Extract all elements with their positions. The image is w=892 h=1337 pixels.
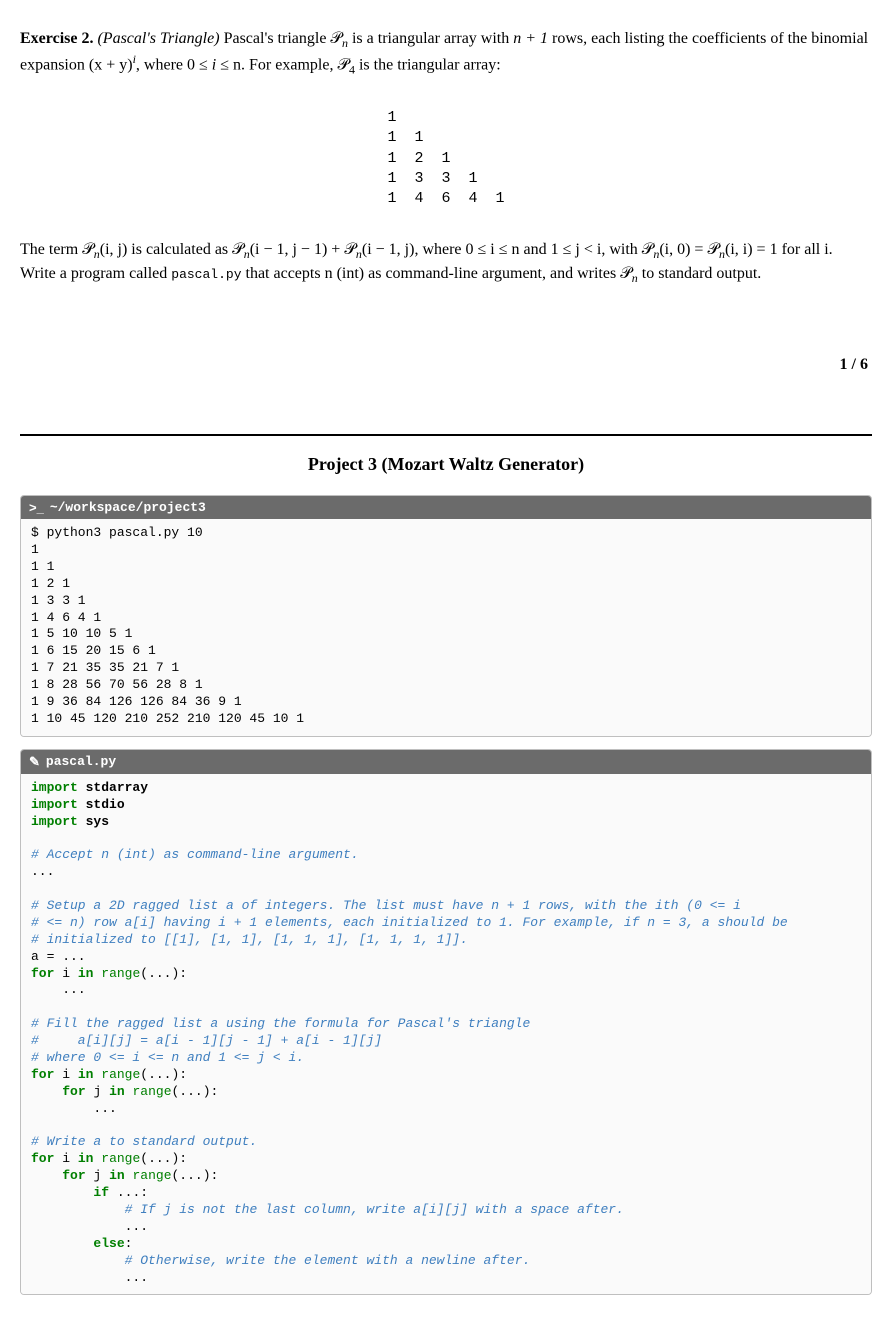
section-divider bbox=[20, 434, 872, 436]
terminal-icon: >_ bbox=[29, 500, 44, 515]
terminal-output: $ python3 pascal.py 10 1 1 1 1 2 1 1 3 3… bbox=[21, 519, 871, 736]
exercise-heading: Exercise 2. (Pascal's Triangle) Pascal's… bbox=[20, 28, 872, 78]
recurrence-paragraph: The term 𝒫n(i, j) is calculated as 𝒫n(i … bbox=[20, 239, 872, 286]
project-title: Project 3 (Mozart Waltz Generator) bbox=[20, 454, 872, 475]
editor-panel: ✎ pascal.py import stdarray import stdio… bbox=[20, 749, 872, 1296]
terminal-panel: >_ ~/workspace/project3 $ python3 pascal… bbox=[20, 495, 872, 737]
exercise-name: (Pascal's Triangle) bbox=[97, 30, 219, 47]
editor-title: pascal.py bbox=[46, 754, 116, 769]
editor-header: ✎ pascal.py bbox=[21, 750, 871, 774]
pascal-triangle-example: 1 1 1 1 2 1 1 3 3 1 1 4 6 4 1 bbox=[387, 108, 504, 209]
terminal-header: >_ ~/workspace/project3 bbox=[21, 496, 871, 519]
exercise-label: Exercise 2. bbox=[20, 30, 93, 47]
editor-code: import stdarray import stdio import sys … bbox=[21, 774, 871, 1295]
page-counter: 1 / 6 bbox=[20, 356, 868, 374]
terminal-title: ~/workspace/project3 bbox=[50, 500, 206, 515]
edit-icon: ✎ bbox=[29, 754, 40, 770]
